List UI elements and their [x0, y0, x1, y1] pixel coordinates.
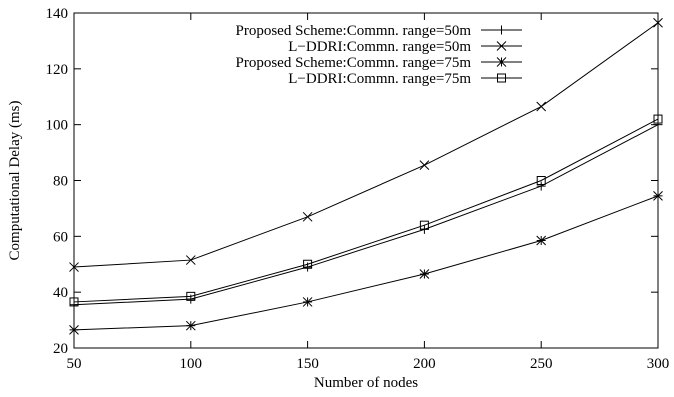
- data-point-cross: [496, 41, 507, 51]
- legend-label: L−DDRI:Commn. range=75m: [288, 71, 471, 87]
- y-tick-label: 120: [46, 62, 69, 78]
- y-axis-title: Computational Delay (ms): [7, 101, 23, 261]
- data-point-square: [186, 291, 196, 301]
- x-tick-label: 100: [180, 356, 203, 372]
- data-point-star: [536, 235, 547, 246]
- data-point-cross: [419, 160, 430, 170]
- series-2: [69, 17, 663, 272]
- data-point-cross: [536, 101, 547, 112]
- data-point-cross: [69, 262, 79, 272]
- series-3: [69, 191, 663, 335]
- legend-label: L−DDRI:Commn. range=50m: [288, 39, 471, 55]
- series-line: [73, 124, 659, 306]
- series-line: [73, 22, 659, 268]
- data-point-star: [496, 57, 507, 67]
- data-point-cross: [653, 17, 663, 28]
- data-point-star: [653, 191, 663, 201]
- data-point-star: [185, 320, 196, 331]
- legend-entry: L−DDRI:Commn. range=75m: [288, 71, 522, 87]
- x-axis-title: Number of nodes: [314, 375, 418, 391]
- legend-label: Proposed Scheme:Commn. range=75m: [235, 55, 471, 71]
- data-point-plus: [497, 25, 506, 35]
- legend-entry: Proposed Scheme:Commn. range=50m: [235, 23, 522, 39]
- x-tick-label: 50: [67, 356, 82, 372]
- legend: Proposed Scheme:Commn. range=50mL−DDRI:C…: [235, 23, 522, 87]
- series-line: [73, 195, 659, 331]
- data-point-plus: [536, 181, 546, 191]
- data-point-square: [419, 220, 429, 230]
- y-tick-label: 100: [46, 118, 69, 134]
- y-tick-label: 40: [53, 285, 68, 301]
- data-point-star: [302, 297, 313, 307]
- series-4: [69, 114, 663, 307]
- series-layer: [69, 17, 663, 335]
- series-1: [69, 120, 663, 310]
- legend-entry: Proposed Scheme:Commn. range=75m: [235, 55, 522, 71]
- data-point-plus: [653, 120, 663, 130]
- series-line: [73, 118, 659, 303]
- data-point-square: [303, 259, 313, 269]
- axis-ticks: 50 100 150 200 250 300 20 40 60 80 100 120 140: [46, 6, 670, 372]
- y-tick-label: 140: [46, 6, 69, 22]
- data-point-cross: [185, 255, 196, 265]
- data-point-square: [497, 73, 506, 83]
- x-tick-label: 300: [647, 356, 670, 372]
- data-point-square: [69, 297, 79, 307]
- y-tick-label: 20: [53, 341, 68, 357]
- data-point-square: [653, 114, 663, 124]
- y-tick-label: 60: [53, 229, 68, 245]
- data-point-cross: [302, 211, 313, 222]
- x-tick-label: 200: [413, 356, 436, 372]
- x-tick-label: 150: [296, 356, 319, 372]
- data-point-star: [419, 269, 430, 279]
- data-point-square: [536, 176, 546, 185]
- y-tick-label: 80: [53, 174, 68, 190]
- x-tick-label: 250: [530, 356, 553, 372]
- data-point-star: [69, 325, 79, 335]
- legend-label: Proposed Scheme:Commn. range=50m: [235, 23, 471, 39]
- legend-entry: L−DDRI:Commn. range=50m: [288, 39, 522, 55]
